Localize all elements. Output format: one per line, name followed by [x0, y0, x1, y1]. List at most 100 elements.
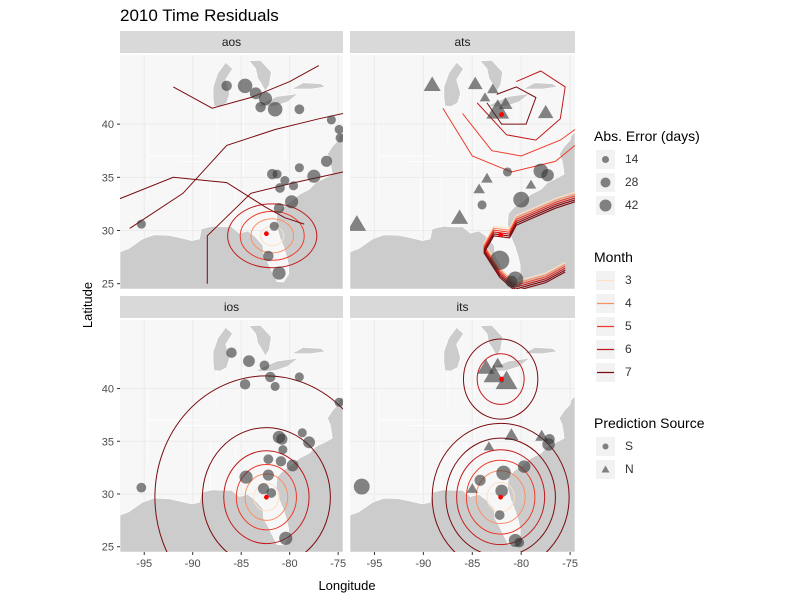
month-legend-title: Month [594, 249, 633, 265]
data-point-triangle [492, 357, 504, 368]
data-point-circle [496, 465, 511, 481]
data-point-triangle [504, 428, 519, 440]
data-point-circle [258, 92, 273, 106]
data-point-circle [263, 454, 274, 465]
month-contour [483, 195, 575, 287]
data-point-circle [495, 484, 508, 498]
data-point-circle [289, 181, 299, 191]
data-point-circle [249, 87, 262, 100]
data-point-circle [513, 191, 530, 208]
month-legend-label: 4 [625, 296, 632, 310]
size-legend-item: 14 [594, 148, 700, 171]
data-point-circle [237, 78, 253, 94]
facet-strip-label: aos [222, 35, 241, 49]
data-point-circle [541, 168, 554, 182]
month-contour [483, 199, 575, 289]
data-point-circle [226, 347, 237, 358]
data-point-circle [243, 355, 255, 368]
month-contour [476, 353, 525, 405]
facet-strip-label: ats [454, 35, 470, 49]
size-legend-label: 28 [625, 175, 639, 189]
data-point-circle [270, 381, 280, 391]
x-tick-label: -75 [330, 558, 346, 570]
x-tick-label: -90 [185, 558, 201, 570]
data-point-circle [221, 80, 232, 92]
data-point-circle [269, 221, 279, 231]
size-legend: Abs. Error (days) 14 28 42 [594, 128, 700, 217]
source-legend-label: N [625, 462, 634, 476]
data-point-triangle [477, 359, 495, 374]
data-point-circle [505, 275, 518, 288]
data-point-triangle [473, 183, 485, 194]
data-point-circle [239, 379, 251, 390]
month-contour [483, 201, 575, 289]
month-contour [120, 176, 305, 225]
facet-strip-ats [350, 31, 575, 53]
source-legend-label: S [625, 439, 634, 453]
data-point-circle [272, 169, 282, 179]
month-contour [456, 449, 546, 546]
lake-area [443, 326, 464, 372]
size-legend-item: 42 [594, 194, 700, 217]
month-legend-label: 7 [625, 365, 632, 379]
data-point-circle [334, 124, 343, 134]
lake-area [212, 326, 233, 372]
data-point-triangle [350, 215, 367, 231]
data-point-triangle [467, 76, 483, 90]
month-legend: Month 3 4 5 6 7 [594, 249, 633, 384]
month-contour [235, 463, 297, 531]
y-tick-label: 25 [102, 542, 114, 554]
y-tick-label: 35 [102, 436, 114, 448]
origin-marker [498, 232, 504, 238]
data-point-triangle [481, 172, 493, 183]
data-point-circle [136, 219, 146, 229]
lake-area [523, 347, 559, 355]
data-point-circle [334, 397, 343, 407]
data-point-triangle [495, 370, 518, 390]
y-tick-label: 35 [102, 172, 114, 184]
origin-marker [498, 494, 504, 500]
month-contour [129, 113, 343, 229]
data-point-triangle [537, 104, 554, 119]
size-legend-item: 28 [594, 171, 700, 194]
month-contour [483, 191, 575, 283]
month-contour [223, 450, 310, 545]
data-point-circle [514, 537, 525, 548]
origin-marker [264, 231, 269, 237]
data-point-circle [273, 202, 285, 214]
data-point-circle [285, 195, 299, 209]
data-point-triangle [498, 97, 513, 109]
lake-area [443, 61, 464, 107]
month-contour [253, 482, 280, 512]
data-point-circle [320, 155, 333, 167]
month-contour [173, 65, 320, 109]
data-point-circle [239, 470, 253, 484]
source-legend: Prediction Source S N [594, 415, 705, 481]
data-point-circle [267, 101, 283, 117]
facet-panel-ios [120, 320, 343, 552]
facet-panel-aos [120, 55, 343, 289]
month-contour [465, 459, 536, 535]
x-tick-label: -95 [136, 558, 152, 570]
month-legend-item: 3 [594, 269, 633, 292]
x-tick-label: -85 [233, 558, 249, 570]
data-point-circle [279, 531, 293, 545]
x-tick-label: -75 [562, 558, 578, 570]
source-legend-title: Prediction Source [594, 415, 705, 431]
data-point-circle [542, 438, 555, 451]
month-legend-item: 5 [594, 315, 633, 338]
x-axis-title: Longitude [318, 578, 375, 593]
data-point-circle [259, 360, 270, 371]
size-legend-label: 14 [625, 152, 639, 166]
month-legend-label: 6 [625, 342, 632, 356]
month-legend-item: 4 [594, 292, 633, 315]
data-point-circle [303, 436, 315, 449]
month-legend-item: 6 [594, 338, 633, 361]
data-point-circle [297, 428, 307, 438]
chart-title: 2010 Time Residuals [120, 6, 279, 25]
x-tick-label: -85 [464, 558, 480, 570]
data-point-circle [335, 133, 343, 143]
lake-area [248, 324, 272, 357]
facet-strip-aos [120, 31, 343, 53]
